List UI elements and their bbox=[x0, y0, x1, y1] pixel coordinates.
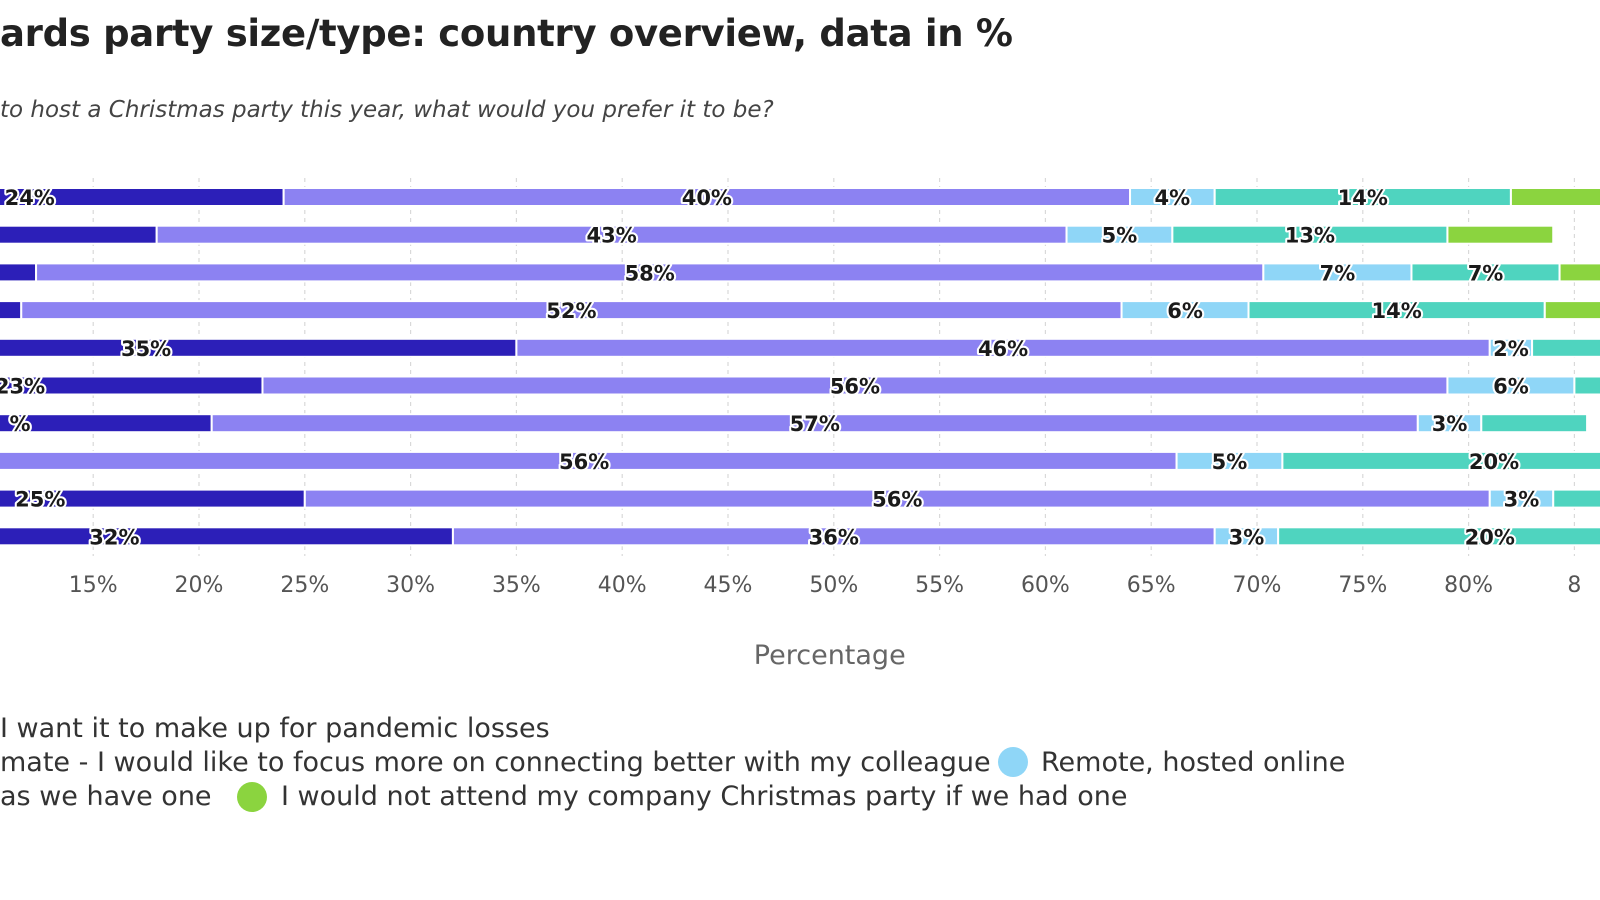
bar-segment bbox=[1281, 450, 1600, 471]
bar-segment bbox=[0, 300, 23, 321]
bar-series bbox=[0, 187, 1600, 547]
x-tick-label: 20% bbox=[175, 573, 224, 598]
x-tick-label: 65% bbox=[1127, 573, 1176, 598]
x-tick-label: 50% bbox=[809, 573, 858, 598]
x-tick-label: 8 bbox=[1567, 573, 1581, 598]
legend-label: I would not attend my company Christmas … bbox=[281, 781, 1128, 812]
bar-segment bbox=[0, 413, 213, 434]
data-label: 58% bbox=[625, 261, 675, 285]
bar-segment bbox=[0, 262, 38, 283]
legend-item-intimate[interactable]: mate - I would like to focus more on con… bbox=[0, 747, 991, 778]
bar-segment bbox=[1509, 187, 1600, 207]
legend-item-pandemic-losses[interactable]: I want it to make up for pandemic losses bbox=[0, 713, 550, 744]
chart-subtitle: to host a Christmas party this year, wha… bbox=[0, 97, 774, 123]
data-label: 46% bbox=[978, 337, 1028, 361]
bar-segment bbox=[0, 337, 518, 358]
data-label: 3% bbox=[1432, 412, 1468, 436]
data-label: 20% bbox=[1469, 450, 1519, 474]
data-label: 7% bbox=[1320, 261, 1356, 285]
x-tick-label: 80% bbox=[1444, 573, 1493, 598]
bar-segment bbox=[1277, 526, 1600, 547]
legend-row-1: I want it to make up for pandemic losses bbox=[0, 713, 550, 744]
data-label: 36% bbox=[809, 525, 859, 549]
bar-segment bbox=[1573, 375, 1600, 396]
legend-row-2: mate - I would like to focus more on con… bbox=[0, 747, 991, 778]
legend-swatch-not-attend-icon bbox=[237, 782, 267, 812]
bar-segment bbox=[1446, 224, 1555, 245]
bar-segment bbox=[1552, 488, 1600, 509]
legend-label: mate - I would like to focus more on con… bbox=[0, 747, 991, 778]
bar-segment bbox=[1558, 262, 1600, 283]
data-label: 7% bbox=[1468, 261, 1504, 285]
legend-swatch-remote-icon bbox=[998, 747, 1028, 777]
data-label: 14% bbox=[1338, 186, 1388, 210]
legend-label: Remote, hosted online bbox=[1041, 747, 1346, 778]
legend-label: as we have one bbox=[0, 781, 212, 812]
data-label: 35% bbox=[121, 337, 171, 361]
data-label: 43% bbox=[586, 224, 636, 248]
data-label: 3% bbox=[1504, 488, 1540, 512]
data-label: 56% bbox=[559, 450, 609, 474]
data-label: 57% bbox=[790, 412, 840, 436]
x-tick-label: 25% bbox=[280, 573, 329, 598]
x-axis-label: Percentage bbox=[753, 640, 906, 671]
legend-item-remote[interactable]: Remote, hosted online bbox=[1041, 747, 1345, 778]
data-label: 3% bbox=[1229, 525, 1265, 549]
x-tick-label: 45% bbox=[704, 573, 753, 598]
data-label: 32% bbox=[89, 525, 139, 549]
bar-segment bbox=[0, 224, 158, 245]
data-label: 56% bbox=[872, 488, 922, 512]
data-label: 40% bbox=[682, 186, 732, 210]
data-label: 25% bbox=[15, 488, 65, 512]
data-labels: 24% 40% 4% 14% 43% 5% 13% 58% 7% 7% 52% 6% 14% 35% 46%… bbox=[0, 184, 1541, 551]
x-tick-label: 70% bbox=[1233, 573, 1282, 598]
x-tick-label: 75% bbox=[1338, 573, 1387, 598]
stacked-bar-chart: 24% 40% 4% 14% 43% 5% 13% 58% 7% 7% 52% 6% 14% 35% 46%… bbox=[0, 178, 1600, 598]
bar-segment bbox=[1480, 413, 1589, 434]
data-label: 6% bbox=[1167, 299, 1203, 323]
x-tick-label: 55% bbox=[915, 573, 964, 598]
x-tick-label: 60% bbox=[1021, 573, 1070, 598]
legend-row-3: as we have one bbox=[0, 781, 212, 812]
bar-segment bbox=[1543, 300, 1600, 321]
legend-item-not-attend[interactable]: I would not attend my company Christmas … bbox=[281, 781, 1127, 812]
data-label: 6% bbox=[1493, 375, 1529, 399]
data-label: 4% bbox=[1155, 186, 1191, 210]
data-label: % bbox=[9, 412, 30, 436]
data-label: 20% bbox=[1465, 525, 1515, 549]
x-tick-label: 35% bbox=[492, 573, 541, 598]
data-label: 5% bbox=[1102, 224, 1138, 248]
legend-item-usual[interactable]: as we have one bbox=[0, 781, 212, 812]
x-tick-label: 15% bbox=[69, 573, 118, 598]
x-tick-label: 40% bbox=[598, 573, 647, 598]
data-label: 13% bbox=[1285, 224, 1335, 248]
data-label: 2% bbox=[1493, 337, 1529, 361]
data-label: 14% bbox=[1372, 299, 1422, 323]
x-tick-label: 30% bbox=[386, 573, 435, 598]
bar-segment bbox=[0, 526, 454, 547]
data-label: 52% bbox=[546, 299, 596, 323]
chart-title: ards party size/type: country overview, … bbox=[0, 12, 1013, 55]
legend-label: I want it to make up for pandemic losses bbox=[0, 713, 550, 744]
data-label: 5% bbox=[1212, 450, 1248, 474]
bar-segment bbox=[1531, 337, 1600, 358]
data-label: 24% bbox=[5, 186, 55, 210]
x-axis-ticks: %15%20%25%30%35%40%45%50%55%60%65%70%75%… bbox=[69, 573, 1582, 598]
data-label: 56% bbox=[830, 375, 880, 399]
data-label: 23% bbox=[0, 375, 45, 399]
